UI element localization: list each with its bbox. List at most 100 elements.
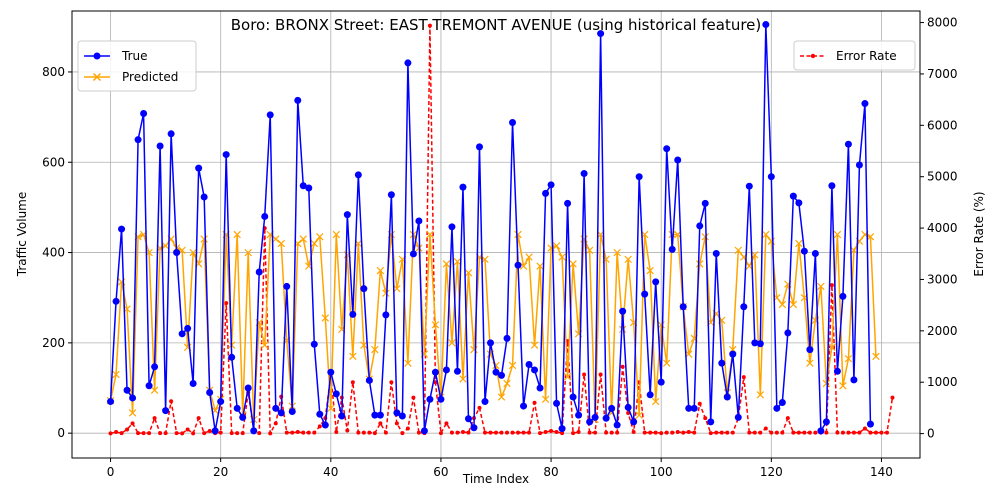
point-error-rate	[890, 395, 895, 400]
point-error-rate	[405, 426, 410, 431]
point-true	[470, 424, 478, 432]
legend-true-marker	[93, 52, 101, 60]
point-error-rate	[240, 431, 245, 436]
point-true	[299, 182, 307, 190]
point-true	[123, 386, 131, 394]
x-tick-label: 0	[107, 465, 115, 479]
point-true	[685, 404, 693, 412]
point-predicted	[541, 395, 550, 404]
point-true	[558, 425, 566, 433]
point-error-rate	[482, 430, 487, 435]
point-predicted	[536, 262, 544, 270]
point-predicted	[112, 370, 120, 379]
point-error-rate	[202, 431, 207, 436]
point-error-rate	[466, 430, 471, 435]
point-error-rate	[763, 426, 768, 431]
point-predicted	[459, 375, 467, 383]
plot-background	[72, 11, 920, 458]
point-predicted	[624, 255, 632, 264]
point-error-rate	[196, 416, 201, 421]
point-true	[514, 261, 522, 269]
point-predicted	[497, 393, 506, 401]
point-error-rate	[571, 431, 576, 436]
y2-tick-label: 8000	[927, 16, 958, 30]
point-error-rate	[582, 372, 587, 377]
point-error-rate	[488, 430, 493, 435]
point-error-rate	[631, 430, 636, 435]
point-error-rate	[807, 430, 812, 435]
point-error-rate	[653, 430, 658, 435]
point-predicted	[508, 361, 517, 370]
point-error-rate	[604, 430, 609, 435]
point-true	[641, 290, 649, 298]
point-true	[861, 100, 869, 108]
point-error-rate	[851, 430, 856, 435]
series-error-rate	[108, 23, 895, 436]
point-predicted	[762, 230, 770, 239]
point-predicted	[519, 262, 528, 270]
point-error-rate	[345, 428, 350, 433]
point-error-rate	[598, 372, 603, 377]
x-tick-label: 20	[213, 465, 228, 479]
point-error-rate	[460, 430, 465, 435]
point-error-rate	[791, 430, 796, 435]
point-predicted	[734, 246, 743, 255]
point-predicted	[453, 257, 462, 266]
y2-tick-label: 7000	[927, 67, 958, 81]
point-true	[162, 407, 170, 415]
point-true	[657, 378, 665, 386]
point-true	[437, 395, 445, 403]
point-error-rate	[367, 430, 372, 435]
point-predicted	[828, 343, 836, 352]
point-true	[349, 310, 357, 318]
point-true	[338, 412, 346, 420]
point-true	[486, 339, 494, 347]
point-error-rate	[884, 430, 889, 435]
point-predicted	[795, 239, 803, 248]
point-error-rate	[130, 421, 135, 426]
point-true	[597, 30, 605, 38]
point-error-rate	[301, 430, 306, 435]
point-true	[250, 427, 258, 435]
point-true	[828, 182, 836, 190]
point-error-rate	[125, 427, 130, 432]
point-error-rate	[796, 430, 801, 435]
point-predicted	[552, 242, 561, 250]
point-true	[409, 250, 417, 258]
point-true	[360, 285, 368, 293]
point-error-rate	[136, 431, 141, 436]
point-true	[723, 393, 731, 401]
point-error-rate	[868, 430, 873, 435]
point-error-rate	[813, 430, 818, 435]
point-predicted	[448, 339, 456, 347]
point-predicted	[431, 321, 440, 329]
point-true	[635, 173, 643, 181]
legend-left-box	[77, 40, 197, 92]
point-true	[453, 367, 461, 375]
point-true	[107, 398, 115, 406]
point-true	[701, 199, 709, 207]
point-error-rate	[730, 430, 735, 435]
point-true	[156, 142, 164, 150]
point-error-rate	[416, 430, 421, 435]
point-error-rate	[438, 431, 443, 436]
point-true	[448, 223, 456, 231]
point-true	[729, 350, 737, 358]
point-error-rate	[697, 401, 702, 406]
point-error-rate	[235, 431, 240, 436]
y2-tick-label: 5000	[927, 170, 958, 184]
point-error-rate	[675, 430, 680, 435]
point-error-rate	[593, 430, 598, 435]
point-predicted	[316, 233, 324, 241]
point-true	[382, 311, 390, 319]
point-true	[740, 303, 748, 311]
point-predicted	[662, 359, 671, 367]
point-true	[707, 418, 715, 426]
point-true	[266, 111, 274, 119]
y2-tick-label: 4000	[927, 221, 958, 235]
point-true	[134, 136, 142, 144]
point-error-rate	[147, 431, 152, 436]
point-true	[140, 109, 148, 117]
point-error-rate	[664, 430, 669, 435]
point-error-rate	[350, 380, 355, 385]
